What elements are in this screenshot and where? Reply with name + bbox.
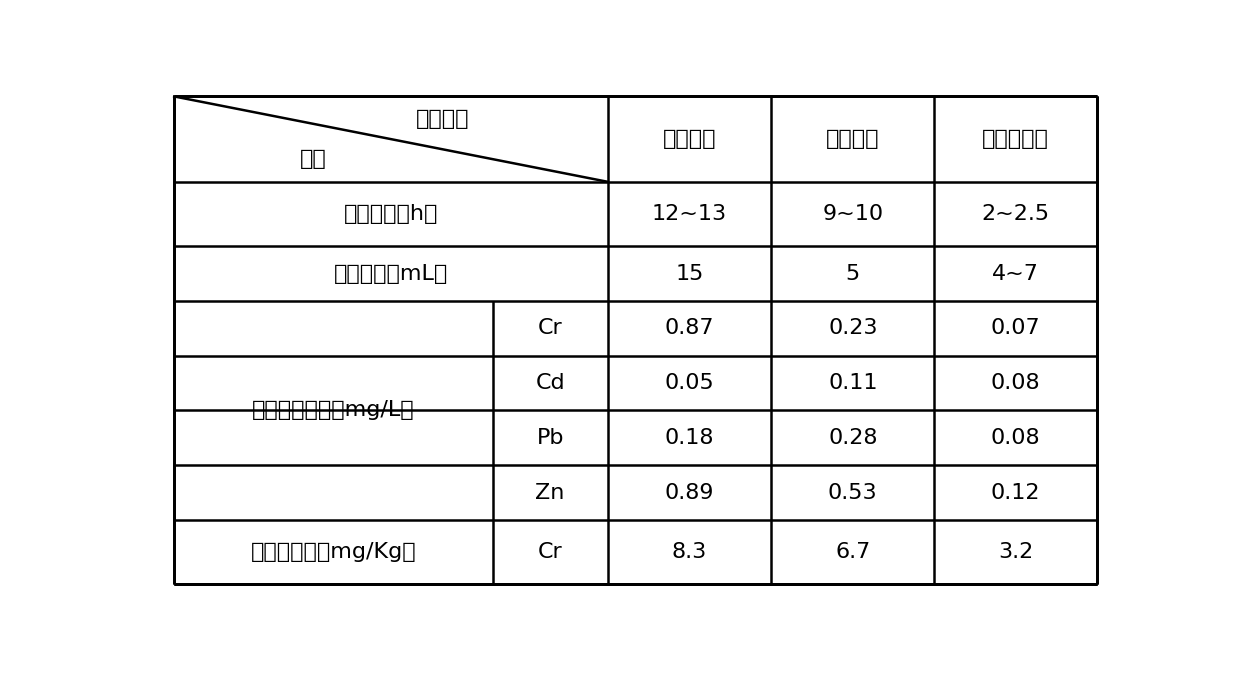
Text: 制样时间（h）: 制样时间（h） xyxy=(343,204,438,224)
Text: 试剂空白含量（mg/L）: 试剂空白含量（mg/L） xyxy=(252,400,414,421)
Text: 0.87: 0.87 xyxy=(665,318,714,338)
Text: 干灰化法: 干灰化法 xyxy=(826,129,879,149)
Text: Cr: Cr xyxy=(538,318,563,338)
Text: 湿法消解: 湿法消解 xyxy=(662,129,717,149)
Text: 0.08: 0.08 xyxy=(991,428,1040,448)
Text: Zn: Zn xyxy=(536,483,565,503)
Text: 3.2: 3.2 xyxy=(998,542,1033,562)
Text: 5: 5 xyxy=(846,264,859,284)
Text: Cd: Cd xyxy=(536,373,565,393)
Text: 0.89: 0.89 xyxy=(665,483,714,503)
Text: 方法名称: 方法名称 xyxy=(417,109,470,129)
Text: 0.18: 0.18 xyxy=(665,428,714,448)
Text: 方法检出限（mg/Kg）: 方法检出限（mg/Kg） xyxy=(250,542,417,562)
Text: 0.12: 0.12 xyxy=(991,483,1040,503)
Text: Cr: Cr xyxy=(538,542,563,562)
Text: 2~2.5: 2~2.5 xyxy=(982,204,1049,224)
Text: 9~10: 9~10 xyxy=(822,204,883,224)
Text: 8.3: 8.3 xyxy=(672,542,707,562)
Text: 15: 15 xyxy=(676,264,703,284)
Text: 0.53: 0.53 xyxy=(828,483,878,503)
Text: 6.7: 6.7 xyxy=(835,542,870,562)
Text: 0.11: 0.11 xyxy=(828,373,878,393)
Text: 项目: 项目 xyxy=(300,149,326,168)
Text: 4~7: 4~7 xyxy=(992,264,1039,284)
Text: 0.28: 0.28 xyxy=(828,428,878,448)
Text: 0.05: 0.05 xyxy=(665,373,714,393)
Text: 本发明方法: 本发明方法 xyxy=(982,129,1049,149)
Text: 0.08: 0.08 xyxy=(991,373,1040,393)
Text: 12~13: 12~13 xyxy=(652,204,727,224)
Text: 试剂用量（mL）: 试剂用量（mL） xyxy=(334,264,448,284)
Text: Pb: Pb xyxy=(537,428,564,448)
Text: 0.23: 0.23 xyxy=(828,318,878,338)
Text: 0.07: 0.07 xyxy=(991,318,1040,338)
